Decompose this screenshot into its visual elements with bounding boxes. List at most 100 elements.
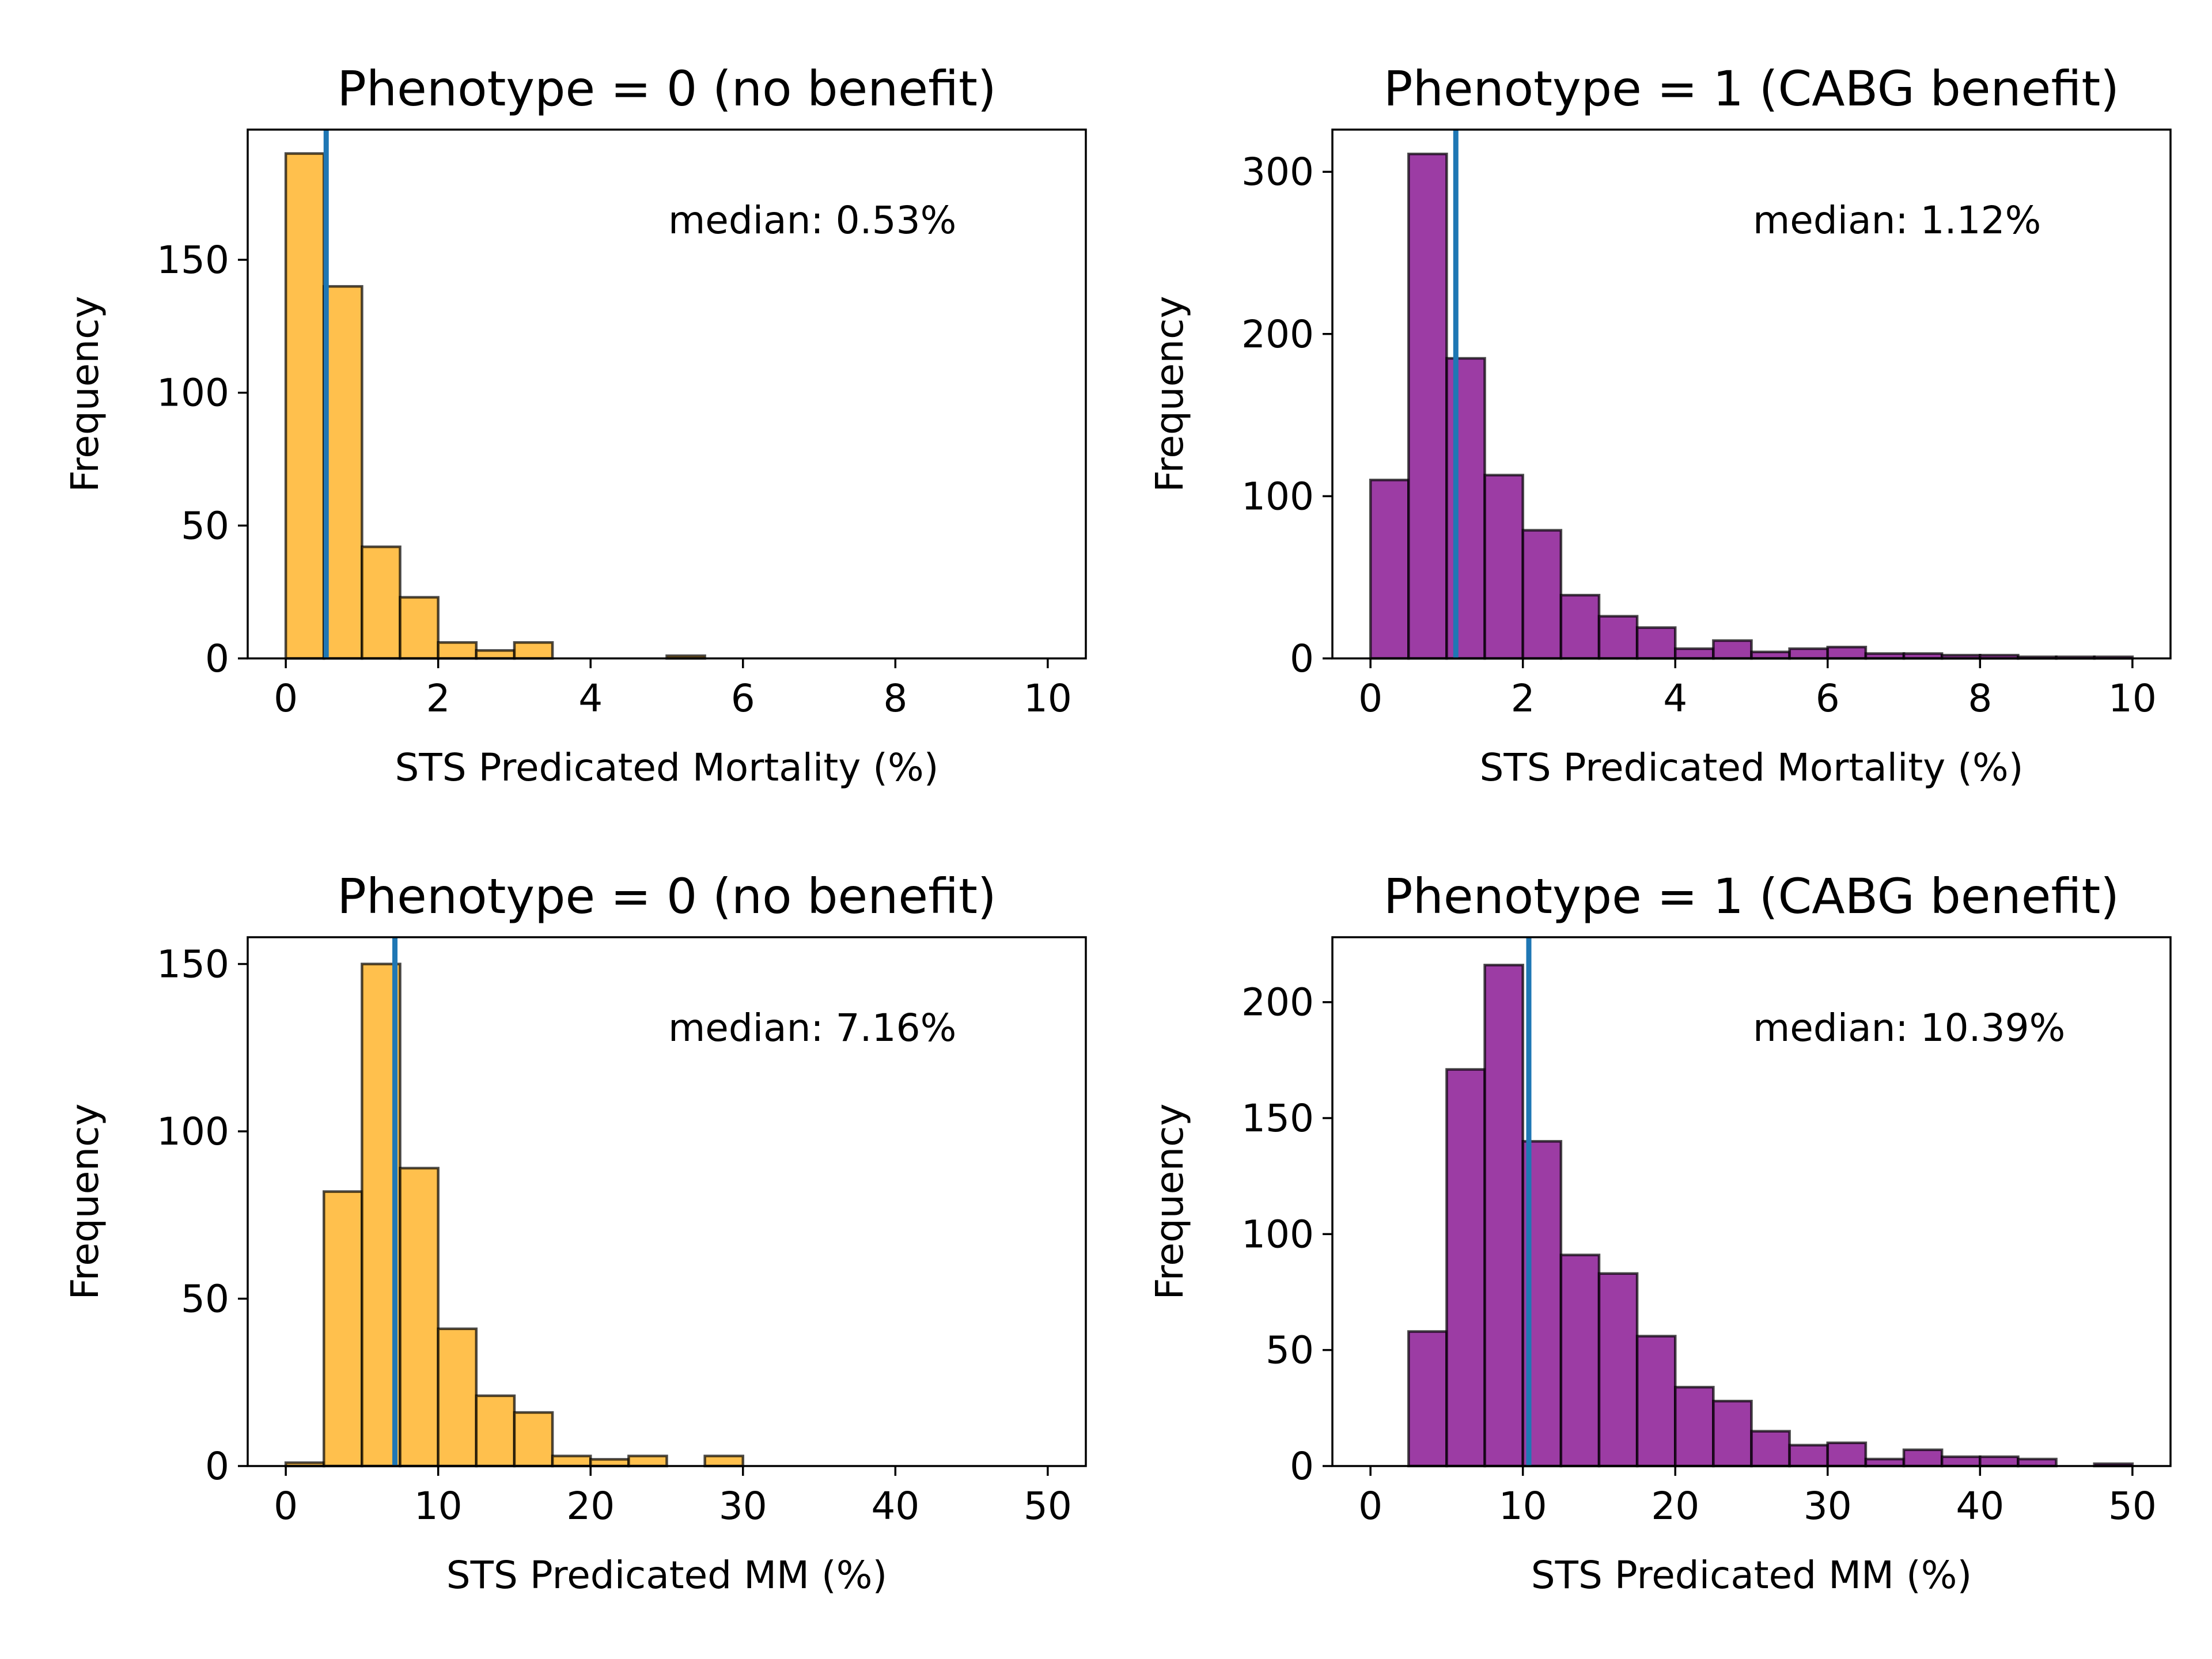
histogram-bar: [2017, 1457, 2058, 1468]
x-tick-label: 8: [1968, 676, 1992, 721]
histogram-bar: [284, 152, 325, 660]
histogram-bar: [1864, 1457, 1906, 1468]
histogram-bar: [1407, 1330, 1448, 1468]
x-tick-label: 10: [2108, 676, 2157, 721]
x-tick-label: 10: [1024, 676, 1072, 721]
y-tick-label: 100: [1241, 474, 1314, 518]
y-tick-label: 50: [181, 503, 229, 548]
subplot-title: Phenotype = 0 (no benefit): [337, 60, 996, 117]
x-tick-label: 20: [1651, 1484, 1699, 1528]
histogram-bar: [1407, 152, 1448, 660]
histogram-bar: [1635, 626, 1677, 660]
y-axis-label: Frequency: [1147, 296, 1192, 493]
y-axis-label: Frequency: [63, 1104, 107, 1300]
histogram-bar: [1788, 647, 1830, 660]
histogram-bars: [284, 152, 706, 660]
histogram-bar: [703, 1455, 745, 1468]
histogram-bar: [1826, 646, 1868, 660]
median-annotation: median: 1.12%: [1753, 198, 2041, 243]
histogram-bar: [1445, 1068, 1486, 1468]
histogram-bar: [513, 1411, 554, 1468]
histogram-bar: [1712, 639, 1753, 660]
x-tick-label: 30: [1804, 1484, 1852, 1528]
histogram-bar: [1712, 1400, 1753, 1468]
subplot-3: 0 10 20 30 40 50 0 50 100 150 Phenotype = 0 (no be…: [63, 868, 1087, 1597]
x-axis-label: STS Predicated MM (%): [1531, 1553, 1972, 1597]
subplot-title: Phenotype = 1 (CABG benefit): [1384, 60, 2119, 117]
histogram-bar: [475, 1394, 516, 1468]
y-tick-label: 150: [1241, 1096, 1314, 1141]
x-tick-label: 4: [578, 676, 603, 721]
histogram-bar: [1673, 1385, 1715, 1468]
x-tick-label: 4: [1663, 676, 1687, 721]
y-tick-label: 150: [157, 942, 229, 986]
axes-frame: [1331, 128, 2172, 660]
x-tick-label: 20: [566, 1484, 615, 1528]
y-axis-label: Frequency: [1147, 1104, 1192, 1300]
y-tick-label: 200: [1241, 312, 1314, 357]
histogram-bar: [1826, 1441, 1868, 1468]
histogram-bar: [513, 641, 554, 660]
histogram-bar: [475, 649, 516, 660]
subplot-title: Phenotype = 1 (CABG benefit): [1384, 868, 2119, 925]
histogram-bar: [1597, 615, 1639, 660]
x-tick-label: 6: [731, 676, 755, 721]
x-tick-label: 10: [414, 1484, 463, 1528]
y-tick-label: 50: [1266, 1328, 1314, 1373]
histogram-bar: [1635, 1335, 1677, 1468]
x-tick-label: 2: [426, 676, 450, 721]
histogram-bar: [1788, 1444, 1830, 1468]
y-tick-label: 200: [1241, 980, 1314, 1025]
y-tick-label: 100: [157, 1109, 229, 1154]
x-tick-label: 50: [1024, 1484, 1072, 1528]
histogram-bar: [551, 1455, 592, 1468]
x-tick-label: 50: [2108, 1484, 2157, 1528]
histogram-bar: [627, 1455, 668, 1468]
y-tick-label: 100: [157, 371, 229, 415]
x-tick-label: 2: [1511, 676, 1535, 721]
median-annotation: median: 10.39%: [1753, 1006, 2065, 1050]
subplot-title: Phenotype = 0 (no benefit): [337, 868, 996, 925]
y-tick-label: 100: [1241, 1212, 1314, 1256]
x-tick-label: 10: [1499, 1484, 1547, 1528]
histogram-bar: [1940, 1455, 1982, 1468]
histogram-bar: [1483, 964, 1524, 1468]
histogram-bar: [399, 1166, 440, 1468]
y-tick-label: 0: [205, 637, 229, 681]
histogram-bar: [1445, 357, 1486, 660]
histogram-bar: [1521, 529, 1563, 660]
subplot-4: 0 10 20 30 40 50 0 50 100 150 200 Phenotype = 1 (CA…: [1147, 868, 2172, 1597]
histogram-bar: [1559, 1253, 1601, 1468]
y-tick-label: 300: [1241, 150, 1314, 194]
x-tick-label: 40: [871, 1484, 919, 1528]
median-annotation: median: 7.16%: [668, 1006, 956, 1050]
histogram-bar: [1750, 1430, 1791, 1468]
y-tick-label: 0: [1290, 637, 1314, 681]
axes-frame: [247, 128, 1087, 660]
x-tick-label: 0: [274, 1484, 298, 1528]
x-tick-label: 8: [883, 676, 907, 721]
x-tick-label: 40: [1956, 1484, 2004, 1528]
histogram-bar: [399, 596, 440, 660]
y-tick-label: 150: [157, 238, 229, 282]
x-tick-label: 30: [719, 1484, 767, 1528]
x-tick-label: 0: [274, 676, 298, 721]
x-axis-label: STS Predicated Mortality (%): [395, 745, 939, 790]
histogram-bars: [1369, 152, 2134, 660]
histogram-bar: [323, 1190, 363, 1468]
histogram-bar: [437, 1327, 478, 1468]
histogram-bar: [1979, 1455, 2020, 1468]
histogram-bars: [1407, 964, 2134, 1468]
histogram-bar: [1597, 1272, 1639, 1468]
histogram-bar: [1483, 474, 1524, 660]
axes-frame: [247, 936, 1087, 1467]
x-axis-label: STS Predicated Mortality (%): [1480, 745, 2024, 790]
histogram-bar: [1369, 478, 1410, 660]
y-axis-label: Frequency: [63, 296, 107, 493]
x-tick-label: 0: [1358, 676, 1382, 721]
x-tick-label: 6: [1816, 676, 1840, 721]
histogram-bar: [323, 285, 363, 660]
